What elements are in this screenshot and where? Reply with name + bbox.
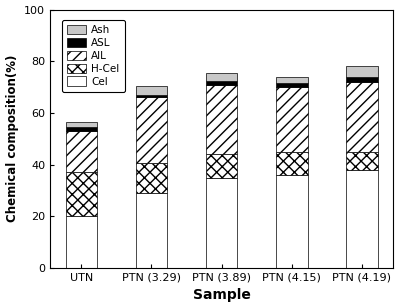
- Bar: [206, 154, 238, 178]
- Bar: [66, 172, 97, 216]
- Bar: [346, 152, 378, 170]
- Bar: [346, 82, 378, 152]
- Bar: [136, 163, 167, 193]
- Bar: [346, 170, 378, 268]
- Bar: [136, 193, 167, 268]
- Bar: [276, 77, 308, 83]
- Bar: [206, 84, 238, 154]
- Bar: [66, 216, 97, 268]
- Bar: [206, 81, 238, 84]
- Bar: [346, 67, 378, 77]
- Y-axis label: Chemical composition(%): Chemical composition(%): [6, 55, 18, 222]
- X-axis label: Sample: Sample: [193, 289, 250, 302]
- Bar: [66, 131, 97, 172]
- Bar: [206, 178, 238, 268]
- Bar: [276, 87, 308, 152]
- Bar: [66, 127, 97, 131]
- Bar: [136, 97, 167, 163]
- Legend: Ash, ASL, AIL, H-Cel, Cel: Ash, ASL, AIL, H-Cel, Cel: [62, 20, 125, 92]
- Bar: [206, 73, 238, 81]
- Bar: [66, 122, 97, 127]
- Bar: [276, 83, 308, 87]
- Bar: [136, 95, 167, 97]
- Bar: [136, 86, 167, 95]
- Bar: [276, 175, 308, 268]
- Bar: [346, 77, 378, 82]
- Bar: [276, 152, 308, 175]
